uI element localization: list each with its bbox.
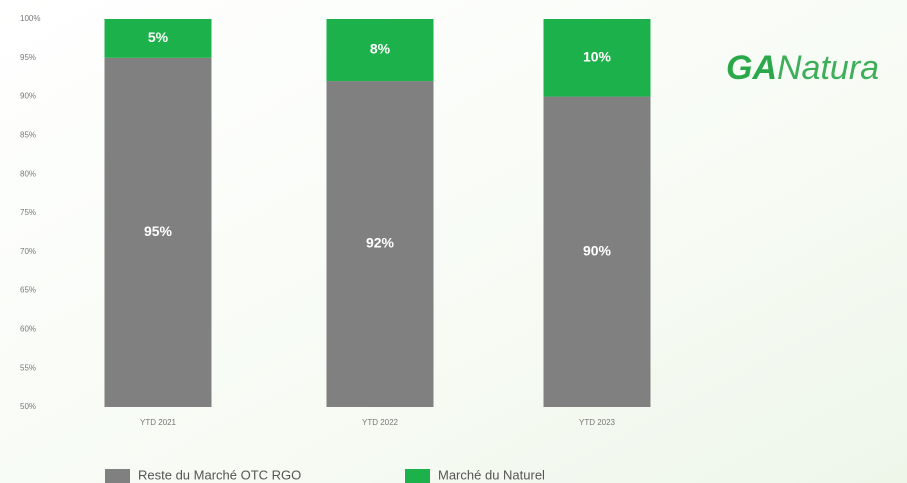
- y-tick-label: 75%: [20, 208, 36, 217]
- x-tick-label: YTD 2023: [579, 418, 616, 427]
- x-tick-label: YTD 2022: [362, 418, 399, 427]
- y-tick-label: 50%: [20, 402, 36, 411]
- y-tick-label: 65%: [20, 286, 36, 295]
- y-tick-label: 80%: [20, 169, 36, 178]
- legend-label: Marché du Naturel: [438, 467, 545, 482]
- y-tick-label: 55%: [20, 363, 36, 372]
- data-label: 90%: [583, 243, 612, 259]
- data-label: 95%: [144, 223, 173, 239]
- bar-segment: [543, 96, 651, 407]
- data-label: 10%: [583, 49, 612, 65]
- y-tick-label: 100%: [20, 14, 40, 23]
- y-tick-label: 85%: [20, 131, 36, 140]
- logo-bold: GA: [726, 49, 777, 87]
- legend-swatch: [105, 469, 130, 483]
- legend-swatch: [405, 469, 430, 483]
- y-tick-label: 95%: [20, 53, 36, 62]
- bar-segment: [104, 57, 212, 408]
- data-label: 5%: [148, 29, 169, 45]
- bar-segment: [326, 81, 434, 407]
- y-tick-label: 70%: [20, 247, 36, 256]
- logo: GANatura: [726, 49, 879, 87]
- data-label: 92%: [366, 235, 395, 251]
- bar-segment: [543, 19, 651, 97]
- y-tick-label: 60%: [20, 325, 36, 334]
- bar-segment: [326, 19, 434, 82]
- legend-label: Reste du Marché OTC RGO: [138, 467, 301, 482]
- logo-light: Natura: [777, 49, 879, 87]
- bar-segment: [104, 19, 212, 58]
- data-label: 8%: [370, 41, 391, 57]
- x-tick-label: YTD 2021: [140, 418, 177, 427]
- y-tick-label: 90%: [20, 92, 36, 101]
